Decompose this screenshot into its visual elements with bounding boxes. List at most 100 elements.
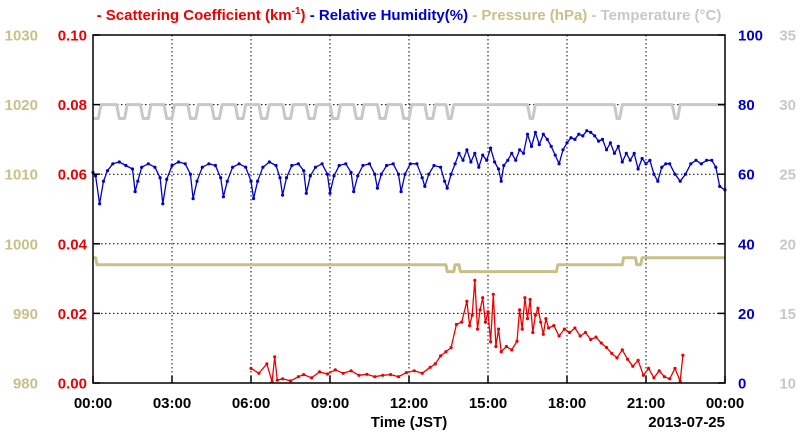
relative-humidity-point <box>177 160 181 164</box>
legend-text: - Scattering Coefficient (km-1) - Relati… <box>97 6 722 24</box>
relative-humidity-point <box>153 165 157 169</box>
relative-humidity-point <box>689 162 693 166</box>
relative-humidity-point <box>624 151 628 155</box>
relative-humidity-point <box>499 179 503 183</box>
scattering-coefficient-point <box>349 369 353 373</box>
scattering-coefficient-point <box>673 366 677 370</box>
humidity-tick-label: 0 <box>738 376 746 393</box>
scattering-coefficient-point <box>615 356 619 360</box>
legend-entry-suffix: ) <box>301 7 306 24</box>
relative-humidity-point <box>133 190 137 194</box>
scattering-coefficient-point <box>641 373 646 377</box>
relative-humidity-point <box>101 179 106 183</box>
scattering-coefficient-point <box>678 379 682 383</box>
relative-humidity-series <box>91 129 727 206</box>
relative-humidity-point <box>140 165 144 169</box>
relative-humidity-point <box>678 179 682 183</box>
relative-humidity-point <box>545 137 549 141</box>
relative-humidity-point <box>281 193 285 197</box>
scattering-coefficient-point <box>302 373 306 377</box>
scattering-coefficient-point <box>552 324 556 328</box>
scattering-coefficient-point <box>444 350 448 354</box>
relative-humidity-point <box>278 176 282 180</box>
relative-humidity-point <box>439 165 443 169</box>
relative-humidity-point <box>195 179 199 183</box>
relative-humidity-point <box>165 177 169 181</box>
axes: 98099010001010102010300.000.020.040.060.… <box>5 28 796 413</box>
relative-humidity-point <box>244 165 248 169</box>
relative-humidity-point <box>496 167 501 171</box>
scattering-coefficient-point <box>578 334 582 338</box>
scattering-coefficient-point <box>533 313 538 317</box>
relative-humidity-point <box>249 179 253 183</box>
relative-humidity-point <box>573 137 577 141</box>
relative-humidity-point <box>219 176 223 180</box>
relative-humidity-point <box>541 132 545 136</box>
relative-humidity-point <box>620 160 624 164</box>
relative-humidity-point <box>514 158 518 162</box>
relative-humidity-point <box>207 162 211 166</box>
scattering-tick-label: 0.04 <box>58 236 88 253</box>
temperature-tick-label: 10 <box>779 376 796 393</box>
relative-humidity-point <box>408 162 412 166</box>
relative-humidity-point <box>423 184 427 188</box>
relative-humidity-point <box>581 134 585 138</box>
pressure-tick-label: 1030 <box>5 28 38 45</box>
relative-humidity-point <box>98 202 102 206</box>
relative-humidity-point <box>344 162 348 166</box>
scattering-coefficient-point <box>281 377 285 381</box>
scattering-tick-label: 0.06 <box>58 167 87 184</box>
x-tick-label: 21:00 <box>627 395 665 412</box>
scattering-coefficient-point <box>557 334 561 338</box>
scattering-coefficient-point <box>404 371 408 375</box>
legend-superscript: -1 <box>292 6 301 17</box>
relative-humidity-point <box>117 160 121 164</box>
scattering-coefficient-point <box>536 306 540 310</box>
legend-entry: - Temperature (°C) <box>587 7 721 24</box>
scattering-coefficient-point <box>465 299 469 303</box>
scattering-coefficient-point <box>249 366 253 370</box>
relative-humidity-point <box>304 191 308 195</box>
scattering-coefficient-point <box>636 358 640 362</box>
relative-humidity-point <box>267 160 271 164</box>
scattering-coefficient-point <box>265 362 269 366</box>
relative-humidity-point <box>699 162 703 166</box>
relative-humidity-point <box>146 162 150 166</box>
relative-humidity-point <box>612 151 617 155</box>
relative-humidity-point <box>320 162 324 166</box>
relative-humidity-point <box>213 163 217 168</box>
x-tick-label: 12:00 <box>390 395 428 412</box>
relative-humidity-point <box>673 172 677 176</box>
x-tick-label: 06:00 <box>232 395 270 412</box>
scattering-coefficient-point <box>481 296 485 300</box>
relative-humidity-point <box>453 162 457 166</box>
relative-humidity-point <box>274 163 278 168</box>
scattering-coefficient-line <box>250 279 684 383</box>
relative-humidity-point <box>191 197 195 201</box>
relative-humidity-point <box>632 151 636 155</box>
scattering-tick-label: 0.00 <box>58 376 87 393</box>
scattering-coefficient-point <box>381 373 385 377</box>
scattering-coefficient-point <box>662 375 667 379</box>
scattering-coefficient-point <box>470 313 474 317</box>
scattering-coefficient-point <box>652 376 656 380</box>
relative-humidity-point <box>718 184 722 188</box>
scattering-coefficient-point <box>486 310 490 314</box>
scattering-coefficient-point <box>544 317 548 321</box>
relative-humidity-point <box>221 195 225 199</box>
relative-humidity-point <box>200 165 204 169</box>
relative-humidity-point <box>461 158 465 162</box>
relative-humidity-point <box>237 162 241 166</box>
relative-humidity-point <box>332 174 336 178</box>
relative-humidity-point <box>636 167 640 171</box>
scattering-coefficient-point <box>288 379 293 383</box>
scattering-tick-label: 0.10 <box>58 28 87 45</box>
scattering-coefficient-point <box>365 372 369 376</box>
relative-humidity-point <box>652 172 656 176</box>
scattering-coefficient-point <box>528 297 532 302</box>
pressure-tick-label: 1020 <box>5 97 38 114</box>
scattering-coefficient-point <box>454 322 458 327</box>
scattering-coefficient-point <box>589 337 593 342</box>
relative-humidity-point <box>391 162 395 166</box>
relative-humidity-point <box>373 172 377 176</box>
